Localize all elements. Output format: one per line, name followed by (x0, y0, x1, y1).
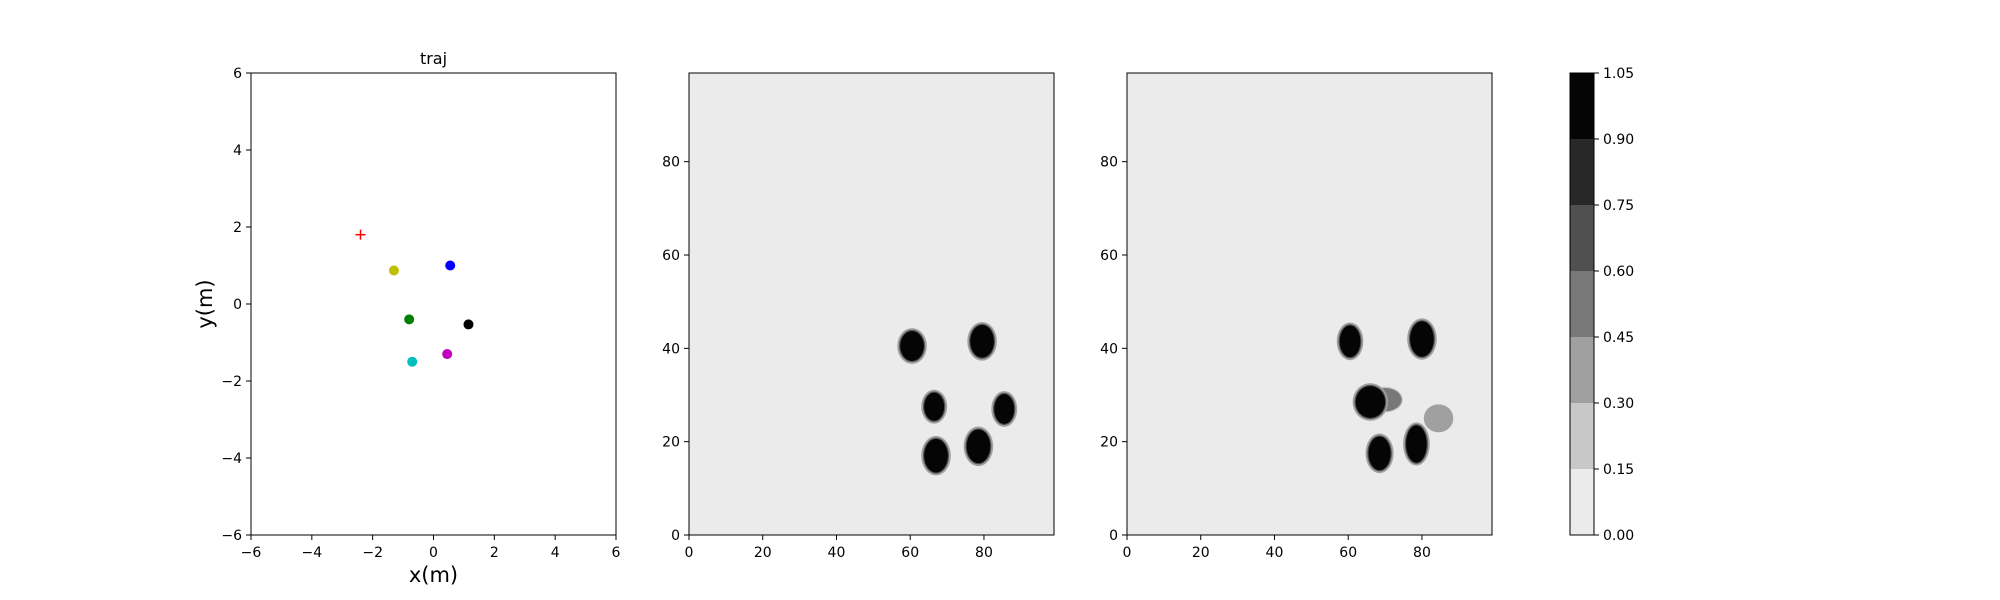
traj-axes-frame (250, 72, 617, 536)
map-left-ytick-label: 0 (671, 528, 680, 544)
map-left-y-ticks: 0 20 40 60 80 (662, 155, 689, 544)
traj-xtick-label: 0 (429, 545, 438, 561)
map-left-xtick-label: 80 (975, 545, 993, 561)
map-left-ytick-label: 60 (662, 248, 680, 264)
traj-ytick-label: 4 (233, 143, 242, 159)
agent-point (463, 319, 474, 330)
traj-y-ticks: −6 −4 −2 0 2 4 6 (221, 66, 251, 544)
map-left-xtick-label: 60 (901, 545, 919, 561)
traj-xtick-label: −6 (241, 545, 262, 561)
traj-xtick-label: 2 (490, 545, 499, 561)
map-left-xtick-label: 0 (685, 545, 694, 561)
map-right-ytick-label: 60 (1100, 248, 1118, 264)
map-right-blobs (1336, 318, 1457, 474)
map-right-frame (1126, 72, 1493, 536)
map-panel-right: 0 20 40 60 80 0 20 40 60 80 (1100, 72, 1493, 561)
colorbar-band (1570, 403, 1594, 469)
traj-title: traj (420, 49, 447, 68)
map-right-y-ticks: 0 20 40 60 80 (1100, 155, 1127, 544)
occupancy-blob (1423, 404, 1454, 433)
map-left-ytick-label: 80 (662, 155, 680, 171)
colorbar-tick-label: 0.15 (1603, 462, 1634, 478)
traj-ytick-label: 2 (233, 220, 242, 236)
traj-xtick-label: −2 (362, 545, 383, 561)
colorbar-tick-label: 0.45 (1603, 330, 1634, 346)
traj-ytick-label: 0 (233, 297, 242, 313)
colorbar-frame (1569, 72, 1595, 536)
occupancy-blob (970, 325, 994, 358)
traj-ytick-label: 6 (233, 66, 242, 82)
map-right-ytick-label: 20 (1100, 435, 1118, 451)
occupancy-blob (994, 394, 1015, 424)
map-right-ytick-label: 80 (1100, 155, 1118, 171)
agent-point (407, 356, 418, 367)
colorbar-band (1570, 469, 1594, 535)
map-right-xtick-label: 80 (1413, 545, 1431, 561)
traj-xtick-label: −4 (302, 545, 323, 561)
traj-marks (355, 229, 474, 367)
occupancy-blob (1339, 325, 1361, 358)
agent-point (445, 260, 456, 271)
colorbar-band (1570, 139, 1594, 205)
occupancy-blob (966, 429, 991, 464)
occupancy-blob (1410, 321, 1434, 357)
occupancy-blob (900, 331, 924, 361)
map-right-xtick-label: 0 (1123, 545, 1132, 561)
traj-ylabel: y(m) (193, 279, 217, 328)
colorbar-tick-label: 0.60 (1603, 264, 1634, 280)
map-right-ytick-label: 40 (1100, 341, 1118, 357)
occupancy-blob (924, 392, 945, 421)
traj-ytick-label: −6 (221, 528, 242, 544)
map-left-xtick-label: 40 (828, 545, 846, 561)
map-panel-left: 0 20 40 60 80 0 20 40 60 80 (662, 72, 1055, 561)
map-right-xtick-label: 20 (1192, 545, 1210, 561)
map-left-ytick-label: 20 (662, 435, 680, 451)
agent-point (404, 314, 415, 325)
colorbar-band (1570, 205, 1594, 271)
map-left-background (689, 73, 1054, 535)
colorbar-tick-label: 0.30 (1603, 396, 1634, 412)
colorbar-ticks: 0.00 0.15 0.30 0.45 0.60 0.75 0.90 1.05 (1594, 66, 1634, 544)
colorbar-tick-label: 0.00 (1603, 528, 1634, 544)
map-left-xtick-label: 20 (754, 545, 772, 561)
occupancy-blob (924, 438, 948, 473)
traj-panel: traj −6 −4 −2 0 2 4 6 −6 −4 −2 0 2 4 6 x(m) y(m) (193, 49, 621, 587)
map-left-x-ticks: 0 20 40 60 80 (685, 535, 993, 561)
colorbar-tick-label: 0.90 (1603, 132, 1634, 148)
occupancy-blob (1406, 425, 1427, 463)
map-left-blobs (897, 322, 1018, 476)
colorbar-band (1570, 271, 1594, 337)
traj-xlabel: x(m) (409, 563, 458, 587)
occupancy-blob (1355, 386, 1386, 418)
traj-ytick-label: −2 (221, 374, 242, 390)
traj-xtick-label: 4 (551, 545, 560, 561)
map-left-ytick-label: 40 (662, 341, 680, 357)
traj-ytick-label: −4 (221, 451, 242, 467)
occupancy-blob (1368, 436, 1391, 471)
map-left-frame (688, 72, 1055, 536)
traj-x-ticks: −6 −4 −2 0 2 4 6 (241, 535, 621, 561)
colorbar-band (1570, 73, 1594, 139)
colorbar: 0.00 0.15 0.30 0.45 0.60 0.75 0.90 1.05 (1569, 66, 1634, 544)
map-right-background (1127, 73, 1492, 535)
map-right-xtick-label: 40 (1266, 545, 1284, 561)
map-right-x-ticks: 0 20 40 60 80 (1123, 535, 1431, 561)
colorbar-tick-label: 0.75 (1603, 198, 1634, 214)
agent-point (388, 265, 399, 276)
colorbar-tick-label: 1.05 (1603, 66, 1634, 82)
map-right-ytick-label: 0 (1109, 528, 1118, 544)
colorbar-bands (1570, 73, 1594, 535)
agent-point (442, 349, 453, 360)
traj-xtick-label: 6 (612, 545, 621, 561)
map-right-xtick-label: 60 (1339, 545, 1357, 561)
colorbar-band (1570, 337, 1594, 403)
